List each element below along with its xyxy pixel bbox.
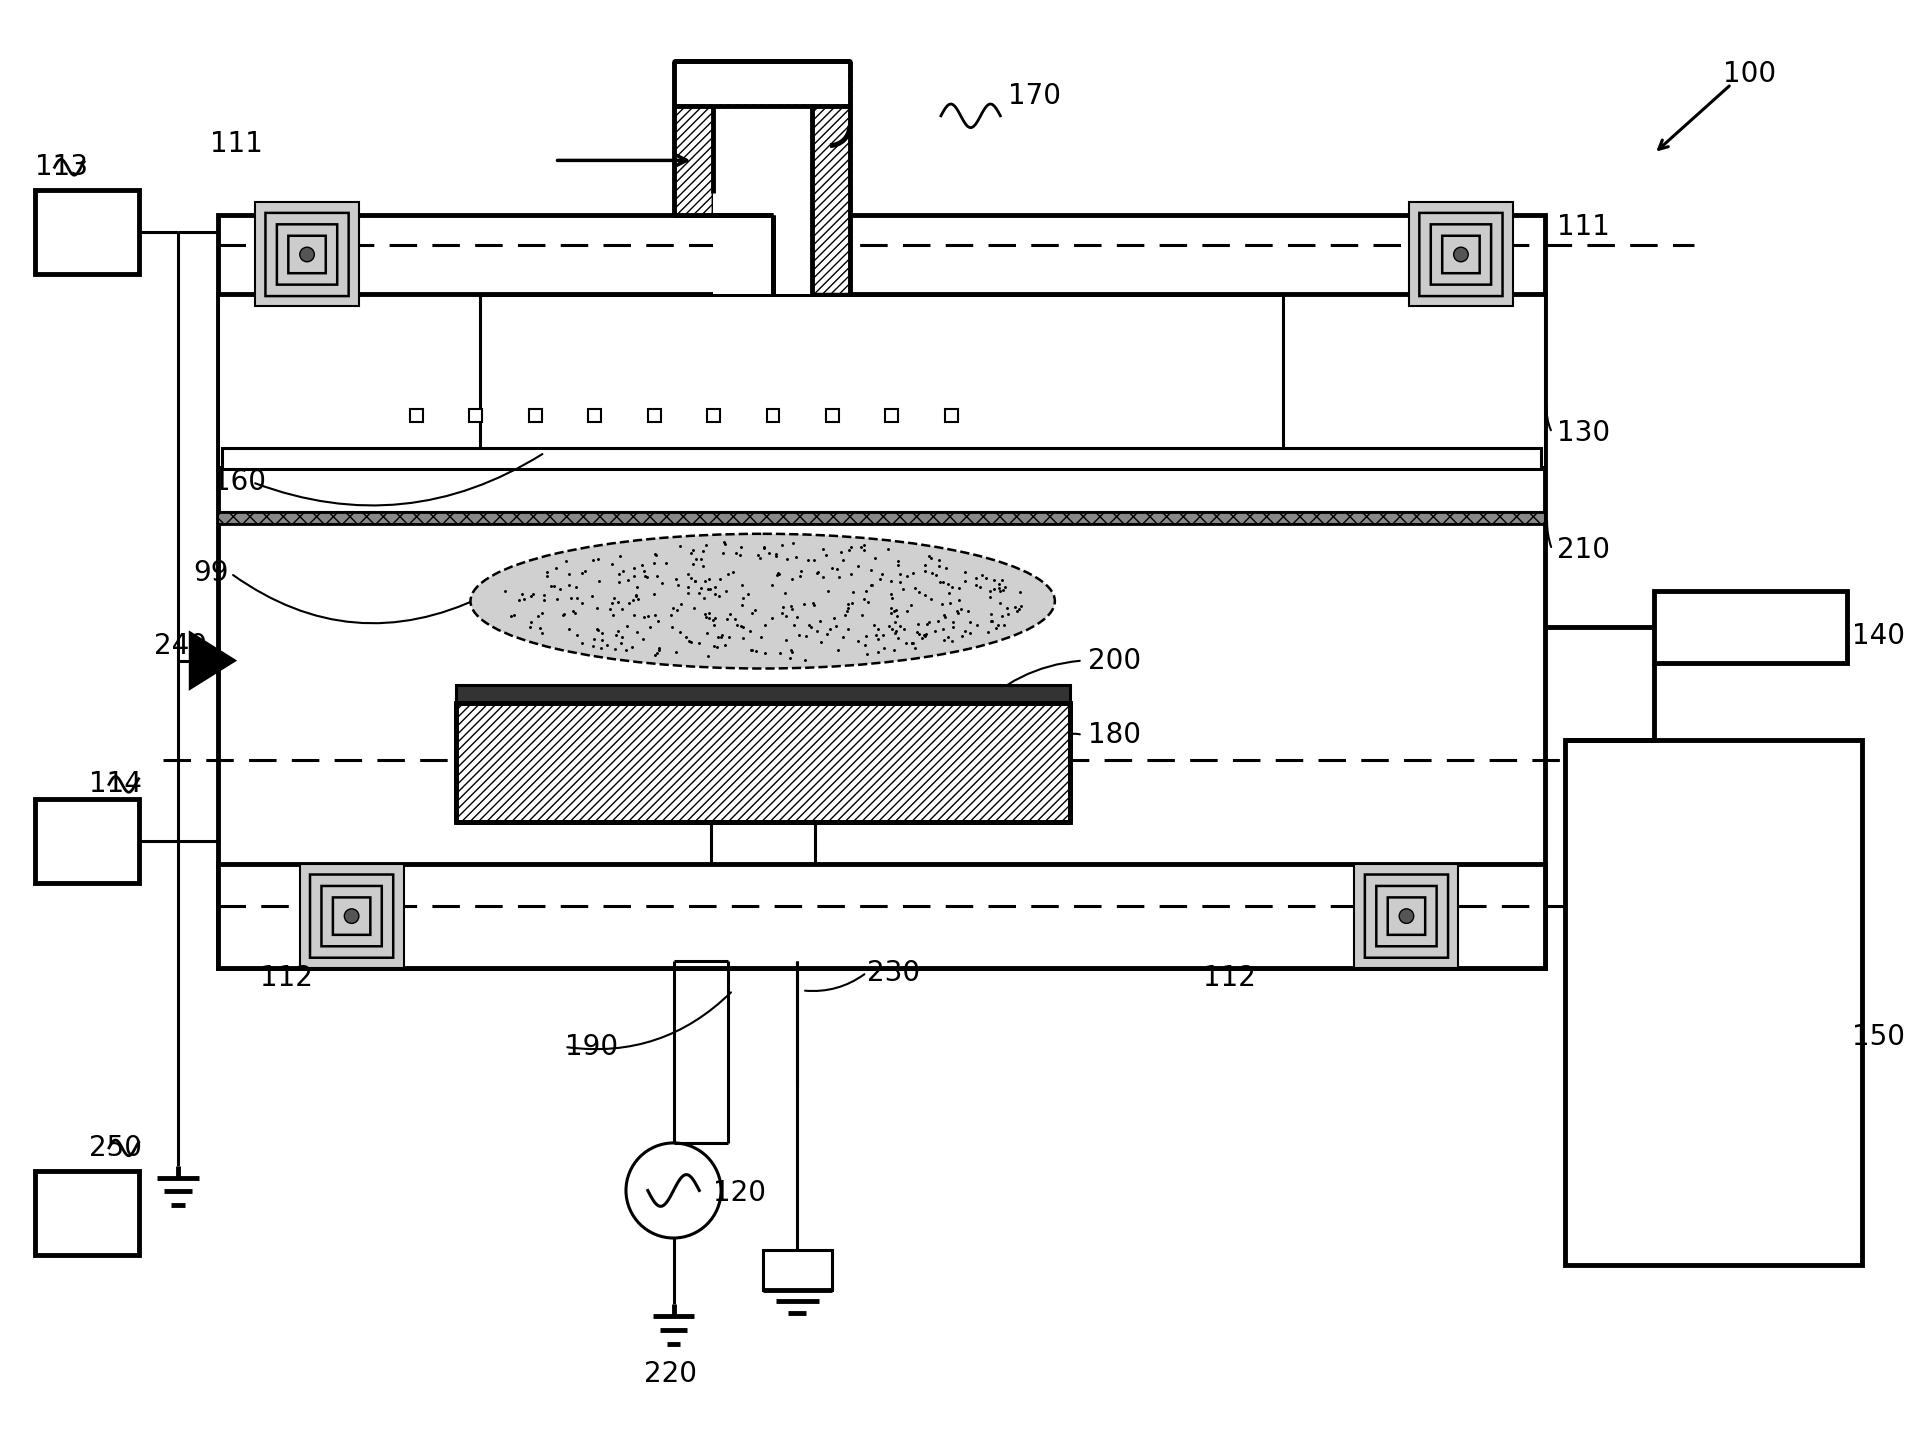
Bar [218,863,1544,967]
Text: 190: 190 [565,1033,619,1061]
Bar [218,512,1544,525]
Bar [886,409,899,422]
Bar [456,686,1069,703]
Ellipse shape [470,533,1056,669]
Bar [714,65,811,102]
Text: 200: 200 [1088,647,1142,674]
Bar [676,63,848,104]
Text: 210: 210 [1558,536,1609,563]
Text: 150: 150 [1852,1023,1905,1050]
Bar [811,107,850,294]
Bar [456,703,1069,821]
Bar [674,107,714,215]
Circle shape [1453,248,1468,262]
Text: 180: 180 [1088,720,1140,749]
Bar [1653,591,1848,663]
Bar [221,448,1541,470]
Bar [945,409,958,422]
Text: 112: 112 [260,964,313,991]
Bar [34,1170,139,1255]
Text: 170: 170 [1008,82,1061,110]
Text: 250: 250 [90,1134,141,1161]
Bar [706,409,720,422]
Bar [300,865,403,968]
Bar [1355,865,1458,968]
Bar [256,203,359,307]
Text: 140: 140 [1852,623,1905,650]
Text: 114: 114 [90,771,141,798]
Bar [34,800,139,883]
Bar [34,190,139,274]
Bar [712,821,815,961]
Text: 160: 160 [214,468,265,496]
Bar [714,107,811,294]
Bar [470,409,483,422]
Polygon shape [191,633,235,689]
Bar [767,409,779,422]
Text: 111: 111 [210,130,263,157]
Circle shape [1399,909,1415,924]
Circle shape [300,248,315,262]
Text: 230: 230 [867,958,920,987]
Bar [647,409,661,422]
Text: 112: 112 [1203,964,1256,991]
Text: 220: 220 [643,1360,697,1388]
Text: 113: 113 [34,153,88,182]
Text: 120: 120 [714,1179,766,1208]
Bar [410,409,424,422]
Bar [218,215,1544,294]
Text: 130: 130 [1558,419,1609,447]
Bar [674,62,850,107]
Text: 100: 100 [1724,61,1777,88]
Bar [1565,739,1861,1265]
Bar [1283,294,1544,467]
Text: 99: 99 [193,559,229,588]
Text: 111: 111 [1558,213,1609,241]
Bar [218,294,481,467]
Bar [827,409,838,422]
Bar [1409,203,1514,307]
Bar [714,193,773,215]
Text: 240: 240 [153,631,206,660]
Bar [529,409,542,422]
Bar [588,409,601,422]
Circle shape [344,909,359,924]
Bar [764,1249,832,1290]
Bar [218,294,1544,967]
